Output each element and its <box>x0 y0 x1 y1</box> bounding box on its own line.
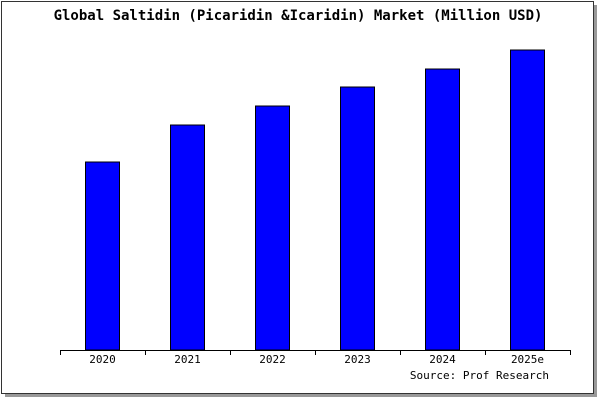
chart-title: Global Saltidin (Picaridin &Icaridin) Ma… <box>54 8 543 24</box>
x-tick-label: 2021 <box>174 353 201 366</box>
bar <box>510 49 545 351</box>
x-tick-label: 2023 <box>344 353 371 366</box>
x-tick-label: 2022 <box>259 353 286 366</box>
bar <box>255 105 290 351</box>
bar <box>85 161 120 351</box>
x-tick-label: 2024 <box>429 353 456 366</box>
x-tick-label: 2020 <box>89 353 116 366</box>
bar <box>340 86 375 351</box>
source-note: Source: Prof Research <box>410 369 549 382</box>
x-tick-label: 2025e <box>511 353 544 366</box>
bar <box>425 68 460 351</box>
bar <box>170 124 205 351</box>
